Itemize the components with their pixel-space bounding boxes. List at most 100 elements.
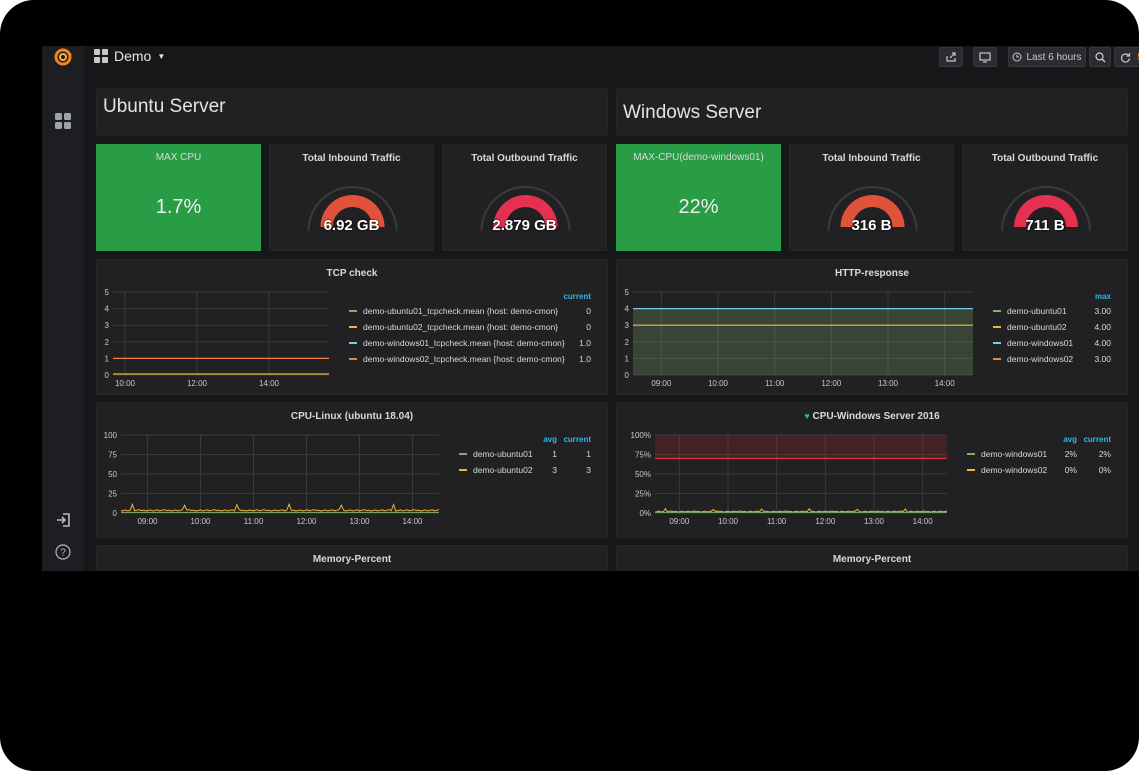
legend-series-name: demo-ubuntu02 <box>1007 322 1067 332</box>
panel-title: MAX CPU <box>155 152 202 163</box>
legend-item: demo-windows01 <box>967 449 1047 459</box>
panel-title: ♥ CPU-Windows Server 2016 <box>617 411 1127 422</box>
x-tick-label: 14:00 <box>259 379 280 388</box>
x-tick-label: 09:00 <box>137 517 158 526</box>
gauge-chart <box>307 186 398 232</box>
legend-series-name: demo-windows02 <box>981 465 1048 475</box>
gauge-panel-inbound-windows[interactable]: Total Inbound Traffic 316 B <box>789 144 954 251</box>
legend-item: demo-ubuntu02_tcpcheck.mean {host: demo-… <box>349 322 558 332</box>
y-tick-label: 3 <box>105 321 110 330</box>
x-tick-label: 13:00 <box>349 517 370 526</box>
x-tick-label: 12:00 <box>187 379 208 388</box>
legend-value: 3.00 <box>1094 306 1111 316</box>
x-tick-label: 09:00 <box>651 379 672 388</box>
refresh-icon <box>1121 52 1131 63</box>
legend-item: demo-windows02 <box>993 354 1073 364</box>
refresh-picker-button[interactable]: 5s ▼ <box>1114 47 1139 67</box>
time-range-label: Last 6 hours <box>1026 51 1082 63</box>
legend-item: demo-windows01_tcpcheck.mean {host: demo… <box>349 338 565 348</box>
gauge-chart <box>827 186 918 232</box>
legend-current: 0% <box>1098 465 1111 475</box>
legend-swatch <box>967 469 975 471</box>
x-tick-label: 14:00 <box>913 517 934 526</box>
x-tick-label: 11:00 <box>244 517 264 526</box>
legend-swatch <box>459 469 467 471</box>
legend-avg: 1 <box>552 449 557 459</box>
panel-title: Total Inbound Traffic <box>302 153 401 164</box>
x-tick-label: 10:00 <box>115 379 136 388</box>
legend-swatch <box>349 342 357 344</box>
y-tick-label: 50 <box>108 470 117 479</box>
dashboard-picker[interactable]: Demo ▼ <box>94 48 165 64</box>
legend-value: 3.00 <box>1094 354 1111 364</box>
x-tick-label: 11:00 <box>765 379 785 388</box>
legend-swatch <box>349 310 357 312</box>
legend-swatch <box>993 342 1001 344</box>
legend-item: demo-ubuntu02 <box>459 465 533 475</box>
legend-swatch <box>993 326 1001 328</box>
memory-percent-panel-windows[interactable]: Memory-Percent <box>616 545 1128 571</box>
legend-item: demo-ubuntu02 <box>993 322 1067 332</box>
y-tick-label: 4 <box>625 305 630 314</box>
graph-panel-http-response[interactable]: HTTP-response 5 4 3 2 1 0 09:00 10:00 11:00 12:00… <box>616 259 1128 395</box>
gauge-value: 711 B <box>1025 217 1065 234</box>
y-tick-label: 75% <box>635 451 651 460</box>
y-tick-label: 25 <box>108 490 117 499</box>
legend-series-name: demo-windows01_tcpcheck.mean {host: demo… <box>363 338 565 348</box>
legend-series-name: demo-windows01 <box>981 449 1048 459</box>
y-tick-label: 0 <box>113 509 118 518</box>
gauge-value: 6.92 GB <box>323 217 380 234</box>
y-tick-label: 75 <box>108 451 117 460</box>
gauge-arc <box>493 195 558 227</box>
stat-panel-max-cpu-windows[interactable]: MAX-CPU(demo-windows01) 22% <box>616 144 781 251</box>
legend-value: 4.00 <box>1094 338 1111 348</box>
legend-value: 1.0 <box>579 338 591 348</box>
stat-panel-max-cpu[interactable]: MAX CPU 1.7% <box>96 144 261 251</box>
x-tick-label: 10:00 <box>708 379 729 388</box>
row-title: Ubuntu Server <box>103 96 226 117</box>
sign-in-icon[interactable] <box>42 512 84 528</box>
y-tick-label: 50% <box>635 470 651 479</box>
legend-current: 1 <box>586 449 591 459</box>
panel-title: Total Outbound Traffic <box>991 153 1099 164</box>
legend-value: 0 <box>586 306 591 316</box>
graph-panel-cpu-windows[interactable]: ♥ CPU-Windows Server 2016 100% 75% 50% 25% 0… <box>616 402 1128 538</box>
zoom-out-button[interactable] <box>1089 47 1111 67</box>
x-tick-label: 12:00 <box>296 517 317 526</box>
graph-panel-cpu-linux[interactable]: CPU-Linux (ubuntu 18.04) 100 75 50 25 0 09:00… <box>96 402 608 538</box>
http-response-graph: 5 4 3 2 1 0 09:00 10:00 11:00 12:00 13:00 14:00 <box>625 288 973 388</box>
sidebar: ? <box>42 46 84 571</box>
gauge-chart <box>1001 186 1091 232</box>
gauge-outer-ring <box>307 186 398 232</box>
x-tick-label: 13:00 <box>864 517 885 526</box>
panel-title: Memory-Percent <box>312 554 392 565</box>
legend-series-name: demo-windows02_tcpcheck.mean {host: demo… <box>363 354 565 364</box>
legend-avg: 0% <box>1064 465 1077 475</box>
dashboards-icon[interactable] <box>42 112 84 130</box>
gauge-outer-ring <box>1001 186 1091 232</box>
legend-avg: 2% <box>1064 449 1077 459</box>
panel-title: MAX-CPU(demo-windows01) <box>633 152 764 163</box>
gauge-arc <box>840 195 905 227</box>
gauge-panel-inbound[interactable]: Total Inbound Traffic 6.92 GB <box>269 144 434 251</box>
zoom-icon <box>1094 51 1105 62</box>
legend-series-name: demo-ubuntu01_tcpcheck.mean {host: demo-… <box>363 306 559 316</box>
legend-value: 4.00 <box>1094 322 1111 332</box>
help-icon[interactable]: ? <box>42 543 84 561</box>
share-button[interactable] <box>939 47 963 67</box>
svg-text:?: ? <box>60 548 66 559</box>
gauge-panel-outbound-windows[interactable]: Total Outbound Traffic 711 B <box>962 144 1128 251</box>
legend-item: demo-windows02 <box>967 465 1047 475</box>
dashboard-title: Demo <box>114 48 152 64</box>
y-tick-label: 5 <box>105 288 110 297</box>
time-picker-button[interactable]: Last 6 hours <box>1008 47 1086 67</box>
gauge-panel-outbound[interactable]: Total Outbound Traffic 2.879 GB <box>442 144 607 251</box>
x-tick-label: 10:00 <box>190 517 211 526</box>
cpu-linux-graph: 100 75 50 25 0 09:00 10:00 11:00 12:00 13:00 14:00 <box>104 431 440 526</box>
legend-item: demo-windows02_tcpcheck.mean {host: demo… <box>349 354 565 364</box>
graph-panel-tcp-check[interactable]: TCP check 5 4 3 2 1 0 10:00 12:00 14:00 current d… <box>96 259 608 395</box>
memory-percent-panel-linux[interactable]: Memory-Percent <box>96 545 608 571</box>
tv-mode-button[interactable] <box>973 47 997 67</box>
grafana-logo-icon[interactable] <box>42 46 84 68</box>
